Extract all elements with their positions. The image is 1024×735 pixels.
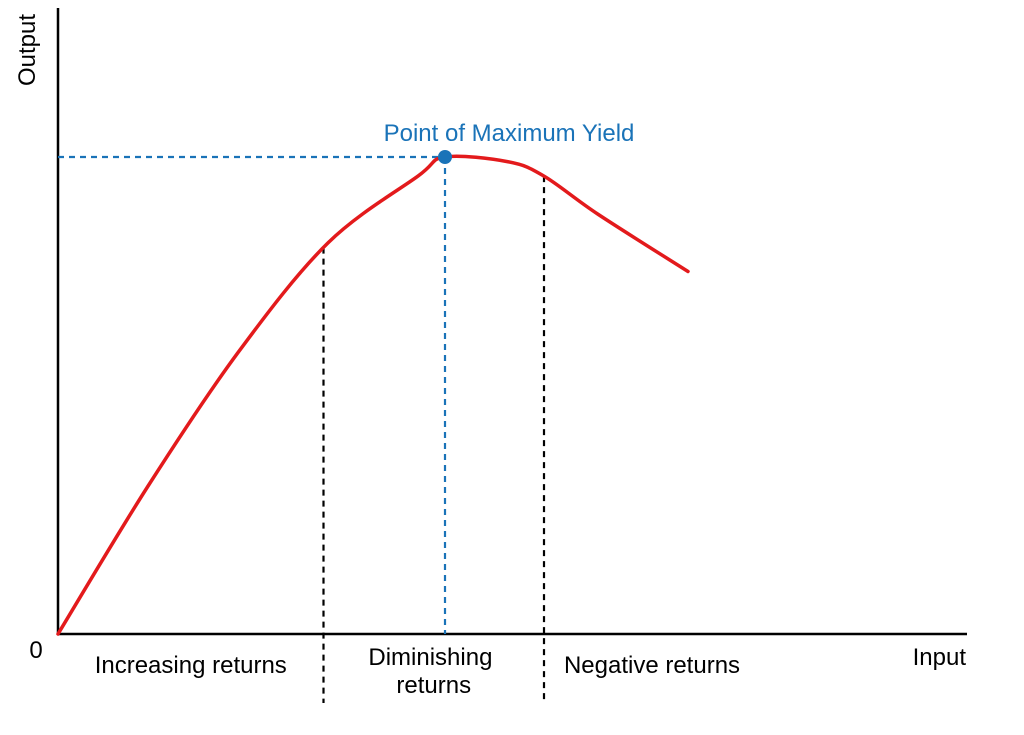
output-curve-line [56, 154, 690, 636]
region-label-negative-returns: Negative returns [564, 652, 740, 679]
region-label-increasing-returns: Increasing returns [95, 652, 287, 679]
region-label-diminishing-returns: Diminishing returns [368, 644, 499, 699]
region-label-diminishing-returns-line-1: Diminishing [368, 644, 492, 671]
x-axis-label: Input [913, 644, 967, 671]
max-yield-point [438, 150, 452, 164]
origin-label: 0 [29, 637, 42, 664]
region-label-increasing-returns-line-1: Increasing returns [95, 652, 287, 679]
max-yield-label: Point of Maximum Yield [384, 120, 635, 147]
region-label-diminishing-returns-line-2: returns [396, 672, 471, 699]
region-label-negative-returns-line-1: Negative returns [564, 652, 740, 679]
y-axis-label: Output [14, 14, 41, 86]
